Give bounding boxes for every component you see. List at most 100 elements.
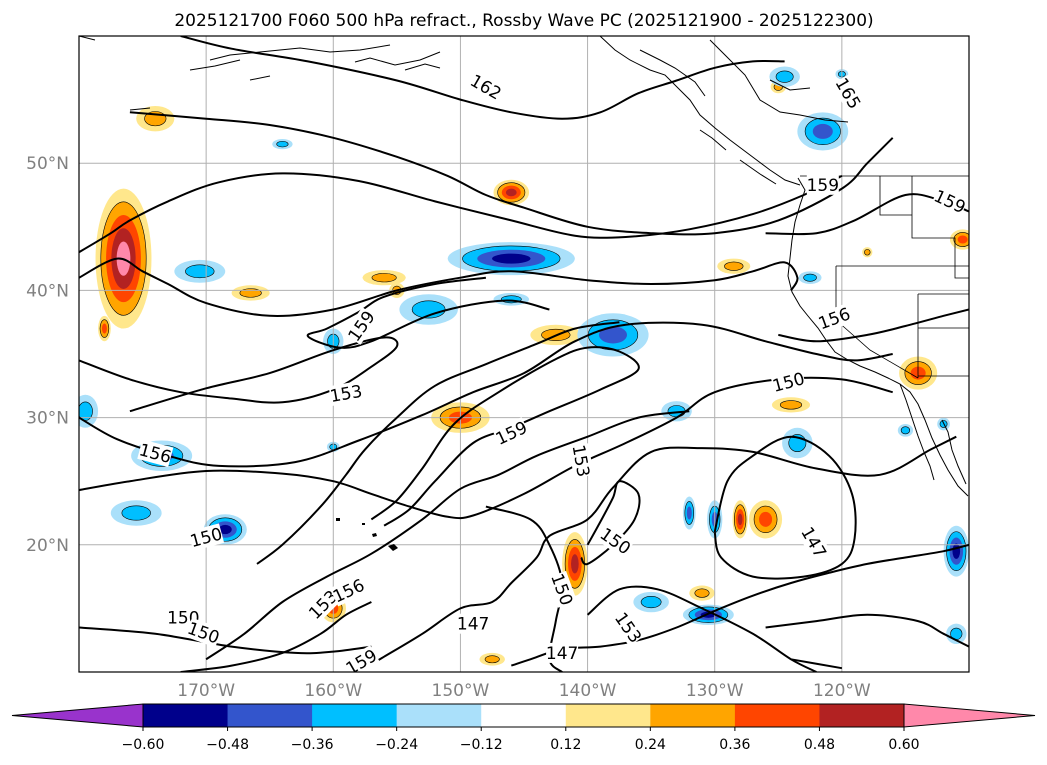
contour-label-bg bbox=[546, 642, 579, 663]
contour-line bbox=[713, 435, 857, 580]
colorbar-segment bbox=[227, 704, 313, 727]
us-west-coastline bbox=[787, 177, 969, 497]
contour-label-bg bbox=[568, 443, 594, 479]
x-tick-label: 150°W bbox=[432, 681, 490, 701]
contour-label: 159 bbox=[807, 174, 839, 196]
contour-line bbox=[370, 346, 640, 527]
negative-anomaly bbox=[798, 271, 822, 285]
x-tick-label: 160°W bbox=[304, 681, 362, 701]
contour-line bbox=[79, 336, 399, 413]
colorbar-segment bbox=[481, 704, 567, 727]
canada-coastline bbox=[599, 36, 849, 186]
negative-anomaly bbox=[272, 139, 293, 150]
contour-label-bg bbox=[596, 523, 635, 559]
colorbar-tick-label: 0.60 bbox=[888, 737, 919, 753]
x-tick-label: 170°W bbox=[177, 681, 235, 701]
negative-anomaly bbox=[946, 623, 967, 645]
contour-label-bg bbox=[831, 74, 865, 113]
y-tick-label: 30°N bbox=[26, 409, 69, 429]
political-boundaries bbox=[800, 175, 969, 379]
anomaly-level bbox=[640, 595, 662, 609]
colorbar-segment bbox=[650, 704, 736, 727]
positive-anomaly bbox=[493, 179, 530, 206]
negative-anomaly bbox=[174, 259, 226, 283]
contour-line bbox=[180, 601, 372, 672]
hawaii-islands bbox=[336, 518, 398, 551]
anomaly-level bbox=[505, 188, 517, 197]
anomaly-level bbox=[492, 253, 531, 264]
anomaly-level bbox=[571, 554, 579, 574]
contour-label: 147 bbox=[546, 642, 579, 664]
y-tick-label: 40°N bbox=[26, 281, 69, 301]
colorbar-tick-label: −0.12 bbox=[460, 737, 503, 753]
colorbar-tick-label: −0.48 bbox=[206, 737, 249, 753]
positive-anomaly bbox=[771, 397, 811, 413]
negative-anomaly bbox=[79, 394, 99, 428]
contour-line bbox=[180, 36, 785, 120]
y-tick-label: 20°N bbox=[26, 536, 69, 556]
contour-label-bg bbox=[343, 307, 379, 345]
negative-anomaly bbox=[110, 500, 162, 526]
contour-label-bg bbox=[328, 380, 364, 407]
contour-label-bg bbox=[815, 303, 853, 334]
anomaly-level bbox=[737, 513, 743, 526]
plot-frame bbox=[78, 35, 970, 673]
contour-line bbox=[580, 480, 641, 566]
contour-label-bg bbox=[492, 417, 531, 449]
contour-label-text: 159 bbox=[807, 176, 839, 196]
colorbar-tick-label: 0.24 bbox=[635, 737, 666, 753]
positive-anomaly bbox=[479, 652, 505, 666]
colorbar: −0.60 −0.48 −0.36 −0.24 −0.12 0.12 0.24 0.36 0.4… bbox=[11, 703, 1036, 753]
contour-line bbox=[205, 410, 690, 661]
contour-line bbox=[79, 626, 372, 655]
anomaly-level bbox=[900, 426, 911, 435]
anomaly-level bbox=[864, 249, 871, 256]
colorbar-tick-label: 0.12 bbox=[550, 737, 581, 753]
contour-line bbox=[79, 376, 893, 520]
negative-anomaly bbox=[493, 292, 530, 306]
baja-coastline bbox=[899, 383, 967, 485]
anomaly-level bbox=[218, 524, 232, 535]
negative-anomaly bbox=[897, 423, 914, 437]
contour-line bbox=[256, 321, 620, 565]
positive-anomaly bbox=[231, 285, 270, 301]
positive-anomaly bbox=[136, 105, 175, 132]
contour-label-bg bbox=[467, 70, 505, 104]
contour-line bbox=[358, 435, 957, 672]
contour-line bbox=[79, 321, 893, 468]
colorbar-segment bbox=[396, 704, 482, 727]
positive-anomaly bbox=[362, 270, 406, 286]
anomaly-level bbox=[779, 400, 803, 410]
anomaly-level bbox=[759, 511, 773, 527]
negative-anomaly bbox=[782, 427, 813, 459]
anomaly-level bbox=[276, 140, 289, 148]
contour-label-bg bbox=[610, 608, 646, 647]
colorbar-segment bbox=[143, 704, 229, 727]
contour-label-text: 147 bbox=[457, 615, 489, 635]
contour-label-bg bbox=[188, 523, 225, 552]
contour-label: 150 bbox=[188, 523, 225, 552]
anomaly-level bbox=[185, 264, 215, 279]
contour-line bbox=[306, 276, 550, 349]
x-tick-label: 120°W bbox=[813, 681, 871, 701]
contour-label: 153 bbox=[328, 380, 364, 407]
contour-line bbox=[79, 257, 799, 318]
contour-label-bg bbox=[547, 570, 577, 608]
anomaly-level bbox=[694, 588, 710, 598]
positive-anomaly bbox=[689, 585, 715, 601]
colorbar-extend-high bbox=[903, 703, 1036, 728]
contour-line bbox=[765, 613, 969, 648]
colorbar-tick-label: −0.24 bbox=[375, 737, 418, 753]
negative-anomaly bbox=[797, 112, 849, 151]
anomaly-level bbox=[686, 506, 692, 520]
anomaly-level bbox=[598, 326, 628, 344]
colorbar-segment bbox=[819, 704, 905, 727]
positive-anomaly bbox=[717, 258, 751, 274]
anomaly-level bbox=[812, 123, 833, 139]
colorbar-tick-label: −0.60 bbox=[122, 737, 165, 753]
alaska-coastline bbox=[79, 36, 441, 111]
anomaly-level bbox=[121, 505, 151, 521]
contour-label-bg bbox=[329, 574, 368, 607]
positive-anomaly bbox=[862, 247, 873, 258]
